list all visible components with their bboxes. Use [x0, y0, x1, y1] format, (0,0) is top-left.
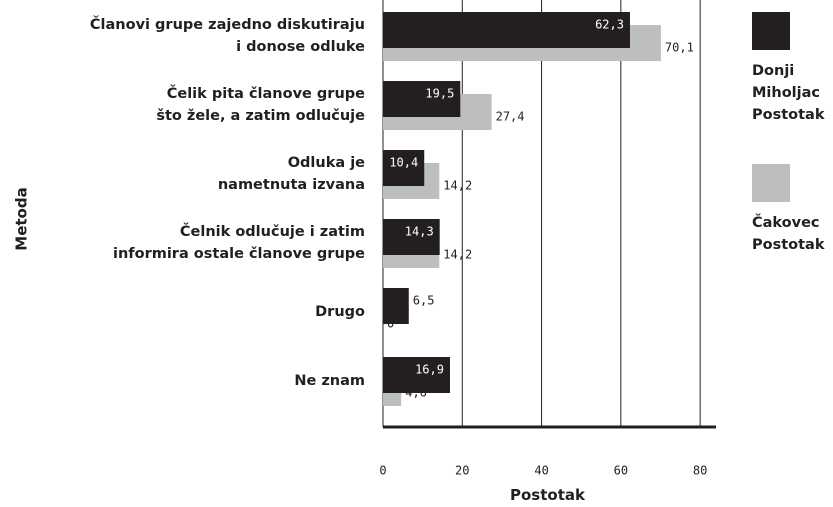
bar: [383, 219, 440, 255]
bar: [383, 12, 630, 48]
x-tick-label: 40: [534, 464, 548, 478]
value-label: 10,4: [389, 156, 418, 170]
value-label: 62,3: [595, 18, 624, 32]
legend-label: Donji Miholjac Postotak: [752, 63, 825, 123]
x-tick-label: 60: [614, 464, 628, 478]
bar: [383, 81, 461, 117]
value-label: 70,1: [665, 41, 694, 55]
legend-swatch: [752, 12, 790, 50]
x-tick-label: 0: [379, 464, 386, 478]
category-label: Čelnik odlučuje i zatim informira ostale…: [113, 224, 365, 262]
bar: [383, 288, 409, 324]
value-label: 14,2: [443, 248, 472, 262]
category-label: Ne znam: [294, 373, 365, 389]
category-label: Čelik pita članove grupe što žele, a zat…: [156, 86, 365, 124]
category-label: Drugo: [315, 304, 365, 320]
x-tick-label: 80: [693, 464, 707, 478]
legend-swatch: [752, 164, 790, 202]
value-label: 14,3: [405, 225, 434, 239]
value-label: 19,5: [425, 87, 454, 101]
value-label: 6,5: [413, 294, 435, 308]
bar: [383, 357, 450, 393]
x-axis-label: Postotak: [510, 486, 585, 504]
legend-label: Čakovec Postotak: [752, 215, 825, 253]
category-label: Članovi grupe zajedno diskutiraju i dono…: [89, 17, 365, 55]
value-label: 14,2: [443, 179, 472, 193]
value-label: 27,4: [496, 110, 525, 124]
x-tick-label: 20: [455, 464, 469, 478]
bar: [383, 150, 425, 186]
value-label: 16,9: [415, 363, 444, 377]
category-label: Odluka je nametnuta izvana: [217, 155, 365, 193]
